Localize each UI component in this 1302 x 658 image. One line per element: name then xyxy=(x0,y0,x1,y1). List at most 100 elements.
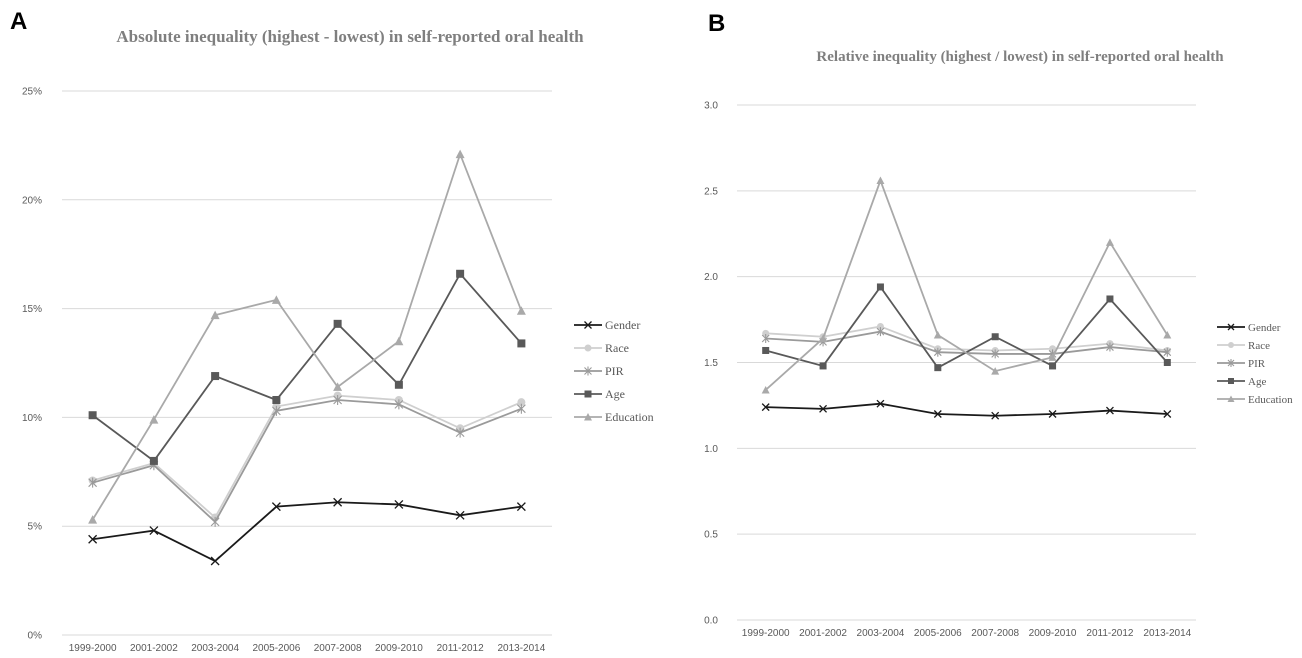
chart-a-education-point xyxy=(88,515,98,524)
chart-b-education-point xyxy=(1048,353,1057,361)
chart-a-y-tick-label: 0% xyxy=(28,631,43,642)
chart-b-age-point xyxy=(1049,362,1057,370)
chart-b-education-point xyxy=(819,334,828,342)
chart-b-series-education-line xyxy=(765,177,1169,391)
chart-a-y-tick-label: 25% xyxy=(22,87,42,98)
chart-b-pir-point xyxy=(1163,347,1172,357)
chart-b-age-point xyxy=(1106,295,1114,303)
chart-b-legend-education-marker xyxy=(1227,395,1235,402)
chart-a-series-race-line xyxy=(92,394,522,519)
chart-b-gender-point xyxy=(876,399,885,408)
chart-b-race-point xyxy=(1049,345,1057,353)
chart-b-series-race-line xyxy=(765,325,1168,352)
chart-b-gender-point xyxy=(1105,406,1114,415)
chart-a-x-tick-label: 1999-2000 xyxy=(69,643,117,654)
chart-a-x-tick-label: 2011-2012 xyxy=(437,643,485,654)
chart-a-legend-race-label: Race xyxy=(605,341,629,355)
chart-b-pir-point xyxy=(933,347,942,357)
chart-a-gender-point xyxy=(455,510,465,520)
chart-a-legend-race-marker xyxy=(584,344,592,352)
chart-b-legend-pir-marker xyxy=(1227,359,1235,367)
chart-a-gender-point xyxy=(210,556,220,566)
chart-a-gender-point xyxy=(88,534,98,544)
chart-a-age-point xyxy=(394,380,403,389)
chart-a-x-tick-label: 2001-2002 xyxy=(130,643,178,654)
chart-a-pir-point xyxy=(88,477,98,488)
chart-a-series-education-line xyxy=(91,151,523,521)
chart-b-education-point xyxy=(761,385,770,394)
chart-b-series-gender-line xyxy=(765,402,1168,417)
chart-a-gender-point xyxy=(394,499,404,509)
chart-a-education-point xyxy=(333,382,343,391)
chart-a-series-age-line xyxy=(92,272,523,463)
chart-b-legend-pir-label: PIR xyxy=(1248,358,1266,370)
chart-b-pir-point xyxy=(1106,342,1114,352)
chart-b-education-point xyxy=(876,176,885,185)
chart-a-legend-pir-marker xyxy=(584,366,592,376)
chart-b-pir-point xyxy=(876,327,885,337)
chart-a-legend-education-marker xyxy=(584,413,592,421)
chart-a-x-tick-label: 2007-2008 xyxy=(314,643,362,654)
chart-a-y-tick-label: 20% xyxy=(22,195,42,206)
chart-b-education-point xyxy=(933,331,942,339)
chart-a-pir-point xyxy=(455,427,465,438)
chart-b-x-tick-label: 2007-2008 xyxy=(971,628,1019,639)
chart-b-education-point xyxy=(1105,238,1114,246)
chart-b-gender-point xyxy=(991,411,1000,420)
chart-b-legend-education-label: Education xyxy=(1248,394,1293,406)
chart-a-y-tick-label: 5% xyxy=(28,522,43,533)
chart-a-series-gender-line xyxy=(92,501,522,563)
chart-b-x-tick-label: 2005-2006 xyxy=(914,628,962,639)
chart-b-y-tick-label: 0.5 xyxy=(704,530,718,541)
chart-b-age-point xyxy=(876,283,884,291)
chart-b-x-tick-label: 2013-2014 xyxy=(1143,628,1191,639)
chart-a-legend-gender-marker xyxy=(584,321,592,329)
chart-a-legend-gender-label: Gender xyxy=(605,318,640,332)
chart-b-age-point xyxy=(762,346,770,354)
chart-b-pir-point xyxy=(991,349,1000,359)
chart-b-legend-gender-marker xyxy=(1227,323,1235,331)
chart-a-gender-point xyxy=(271,502,281,512)
chart-a-pir-point xyxy=(333,394,343,405)
chart-a-age-point xyxy=(456,269,465,278)
chart-b-gender-point xyxy=(933,410,942,418)
chart-b-legend-race-marker xyxy=(1228,342,1234,348)
chart-a-gender-point xyxy=(516,502,526,512)
chart-a-x-tick-label: 2009-2010 xyxy=(375,643,423,654)
chart-a-education-point xyxy=(149,415,159,424)
chart-b-y-tick-label: 3.0 xyxy=(704,101,718,112)
chart-b-y-tick-label: 2.5 xyxy=(704,186,718,197)
chart-a-pir-point xyxy=(271,405,281,416)
chart-b-gender-point xyxy=(1048,410,1057,418)
chart-a-pir-point xyxy=(394,399,404,410)
chart-a-age-point xyxy=(517,339,526,348)
chart-b-age-point xyxy=(934,364,942,372)
chart-a-legend-age-marker xyxy=(584,390,592,398)
chart-b-pir-point xyxy=(761,333,770,343)
chart-a-title: Absolute inequality (highest - lowest) i… xyxy=(116,27,584,46)
chart-a-education-point xyxy=(455,149,465,159)
panel-b-letter: B xyxy=(708,10,726,37)
chart-a-age-point xyxy=(211,372,220,381)
chart-a-y-tick-label: 15% xyxy=(22,304,42,315)
chart-a-x-tick-label: 2005-2006 xyxy=(252,643,300,654)
chart-a-age-point xyxy=(88,411,97,420)
chart-b-education-point xyxy=(991,367,1000,375)
chart-b-y-tick-label: 2.0 xyxy=(704,272,718,283)
chart-a-x-tick-label: 2013-2014 xyxy=(497,643,545,654)
chart-b-race-point xyxy=(876,322,884,330)
chart-b-age-point xyxy=(819,362,827,370)
chart-b-legend-age-marker xyxy=(1228,378,1234,384)
chart-b-x-tick-label: 2011-2012 xyxy=(1086,628,1134,639)
chart-b-x-tick-label: 2001-2002 xyxy=(799,628,847,639)
panel-a-letter: A xyxy=(10,8,28,35)
chart-b-legend-age-label: Age xyxy=(1248,376,1266,388)
chart-a-series-pir-line xyxy=(92,399,522,524)
chart-b: 0.0 0.5 1.0 1.5 2.0 2.5 3.0 1999-2000 2001-2002 2… xyxy=(704,101,1293,640)
chart-a-gender-point xyxy=(149,526,159,536)
chart-b-legend-gender-label: Gender xyxy=(1248,322,1281,334)
chart-b-gender-point xyxy=(1163,410,1172,418)
chart-b-gender-point xyxy=(819,404,828,413)
chart-a-education-point xyxy=(210,310,220,320)
